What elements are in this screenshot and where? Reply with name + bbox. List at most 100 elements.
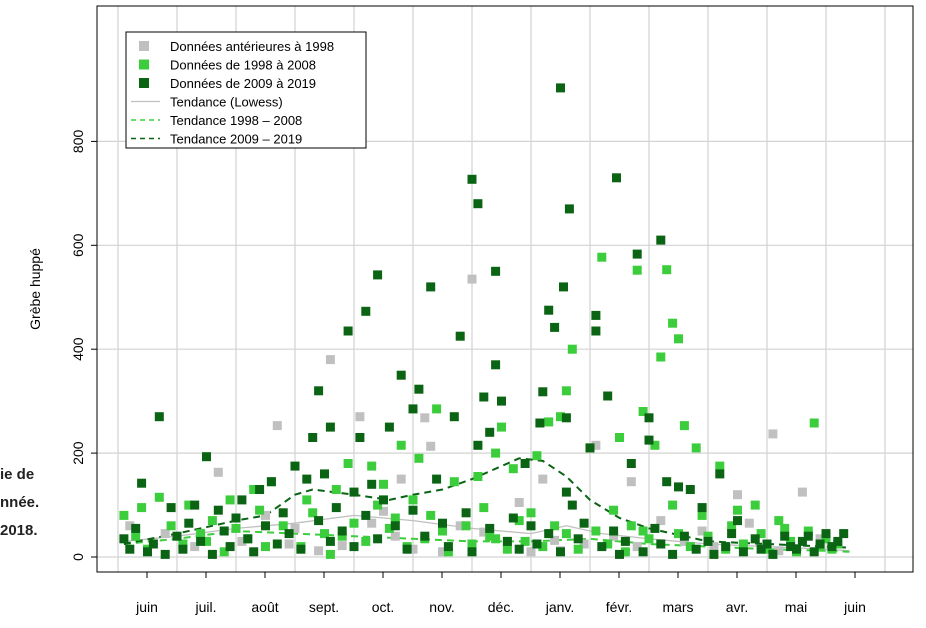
point-s1998_2008 [331, 485, 341, 494]
point-pre1998 [379, 506, 388, 516]
point-pre1998 [632, 542, 642, 552]
trend-line-trend_1998_2008 [123, 529, 850, 553]
point-s2009_2019 [420, 531, 430, 541]
point-s1998_2008 [697, 510, 707, 520]
point-s2009_2019 [166, 503, 176, 513]
point-s2009_2019 [502, 536, 512, 546]
point-s1998_2008 [662, 265, 672, 275]
point-s1998_2008 [154, 492, 164, 502]
x-tick-label: sept. [309, 599, 339, 615]
point-s1998_2008 [774, 516, 784, 526]
point-s2009_2019 [278, 508, 288, 518]
x-tick-label: mars [662, 599, 693, 615]
point-s1998_2008 [591, 526, 601, 536]
point-s1998_2008 [556, 412, 565, 422]
point-s2009_2019 [638, 547, 648, 557]
point-s2009_2019 [325, 536, 335, 546]
point-s2009_2019 [709, 549, 719, 559]
point-s2009_2019 [467, 547, 477, 557]
point-s2009_2019 [361, 510, 371, 520]
point-s2009_2019 [564, 204, 574, 214]
point-s2009_2019 [443, 542, 453, 552]
point-s1998_2008 [573, 544, 583, 554]
point-pre1998 [367, 518, 377, 528]
point-s1998_2008 [485, 531, 495, 541]
point-pre1998 [744, 518, 754, 528]
point-s1998_2008 [438, 526, 447, 536]
legend-swatch [139, 78, 149, 88]
point-s1998_2008 [733, 505, 742, 515]
point-s1998_2008 [231, 523, 241, 533]
side-note-line-3: 2018. [0, 522, 38, 539]
point-s2009_2019 [249, 547, 259, 557]
point-s2009_2019 [213, 505, 223, 515]
legend-label: Tendance 2009 – 2019 [170, 132, 302, 147]
point-s2009_2019 [485, 427, 495, 437]
point-s1998_2008 [668, 500, 678, 510]
legend: Données antérieures à 1998 Données de 199… [125, 31, 367, 149]
point-s2009_2019 [833, 536, 843, 546]
point-s1998_2008 [626, 521, 636, 531]
point-s1998_2008 [349, 518, 359, 528]
point-s2009_2019 [290, 461, 300, 471]
point-s2009_2019 [756, 544, 766, 554]
point-s2009_2019 [414, 384, 424, 394]
point-s2009_2019 [561, 487, 571, 497]
side-note-line-2: nnée. [0, 494, 40, 511]
y-axis-label: Grèbe huppé [27, 248, 43, 330]
point-pre1998 [284, 539, 294, 549]
point-s1998_2008 [184, 500, 194, 510]
point-s1998_2008 [656, 352, 666, 362]
point-s1998_2008 [432, 404, 442, 414]
point-pre1998 [438, 547, 447, 557]
point-s1998_2008 [137, 503, 147, 513]
point-s1998_2008 [502, 544, 512, 554]
legend-label: Données de 2009 à 2019 [170, 76, 316, 91]
legend-label: Tendance 1998 – 2008 [170, 113, 302, 128]
point-pre1998 [396, 474, 406, 484]
point-pre1998 [390, 531, 400, 541]
point-pre1998 [774, 546, 784, 556]
y-tick-label: 800 [70, 130, 86, 154]
point-s1998_2008 [756, 529, 766, 539]
x-tick-label: août [251, 599, 278, 615]
point-s2009_2019 [535, 418, 545, 428]
point-s2009_2019 [591, 310, 601, 320]
point-pre1998 [420, 413, 430, 423]
point-pre1998 [550, 535, 560, 545]
plot-frame [96, 5, 914, 573]
data-points [119, 83, 849, 559]
point-s1998_2008 [308, 508, 318, 518]
point-s2009_2019 [567, 500, 577, 510]
point-s2009_2019 [520, 459, 530, 468]
point-s2009_2019 [320, 469, 329, 479]
legend-label: Données de 1998 à 2008 [170, 58, 316, 73]
point-s2009_2019 [154, 412, 164, 422]
point-s2009_2019 [243, 534, 253, 544]
point-pre1998 [815, 534, 825, 544]
point-s2009_2019 [396, 370, 406, 380]
point-s2009_2019 [355, 433, 365, 442]
point-s2009_2019 [302, 474, 312, 484]
point-s1998_2008 [178, 539, 188, 549]
point-pre1998 [325, 355, 335, 365]
point-s1998_2008 [691, 443, 701, 453]
point-s2009_2019 [768, 549, 778, 559]
y-tick-label: 0 [70, 553, 86, 561]
point-s1998_2008 [538, 542, 548, 552]
point-s2009_2019 [780, 531, 790, 541]
point-s2009_2019 [349, 542, 359, 552]
point-s1998_2008 [809, 418, 819, 428]
point-s1998_2008 [337, 531, 347, 541]
point-s2009_2019 [119, 534, 129, 544]
point-pre1998 [408, 544, 418, 554]
point-s2009_2019 [597, 542, 607, 552]
point-s1998_2008 [461, 521, 471, 531]
point-s2009_2019 [662, 477, 672, 487]
point-s2009_2019 [361, 306, 371, 316]
point-s2009_2019 [237, 495, 247, 505]
point-s2009_2019 [125, 544, 135, 554]
point-s2009_2019 [679, 531, 689, 541]
point-s2009_2019 [473, 440, 483, 450]
